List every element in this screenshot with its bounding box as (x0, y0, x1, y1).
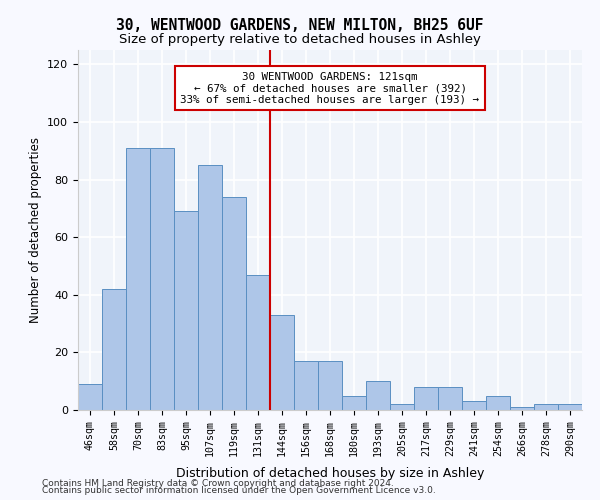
Bar (174, 212, 198, 410)
Bar (78, 384, 102, 410)
Bar (102, 289, 126, 410)
X-axis label: Distribution of detached houses by size in Ashley: Distribution of detached houses by size … (176, 467, 484, 480)
Bar (438, 387, 462, 410)
Bar (558, 404, 582, 410)
Text: Contains public sector information licensed under the Open Government Licence v3: Contains public sector information licen… (42, 486, 436, 495)
Bar (462, 402, 486, 410)
Bar (246, 274, 270, 410)
Bar (510, 407, 534, 410)
Bar (390, 404, 414, 410)
Bar (222, 197, 246, 410)
Bar (270, 315, 294, 410)
Text: 30, WENTWOOD GARDENS, NEW MILTON, BH25 6UF: 30, WENTWOOD GARDENS, NEW MILTON, BH25 6… (116, 18, 484, 32)
Bar (534, 404, 558, 410)
Text: 30 WENTWOOD GARDENS: 121sqm
← 67% of detached houses are smaller (392)
33% of se: 30 WENTWOOD GARDENS: 121sqm ← 67% of det… (181, 72, 479, 105)
Text: Size of property relative to detached houses in Ashley: Size of property relative to detached ho… (119, 32, 481, 46)
Bar (342, 396, 366, 410)
Bar (366, 381, 390, 410)
Bar (126, 148, 150, 410)
Bar (150, 148, 174, 410)
Bar (318, 361, 342, 410)
Bar (414, 387, 438, 410)
Bar (294, 361, 318, 410)
Y-axis label: Number of detached properties: Number of detached properties (29, 137, 41, 323)
Bar (198, 165, 222, 410)
Text: Contains HM Land Registry data © Crown copyright and database right 2024.: Contains HM Land Registry data © Crown c… (42, 478, 394, 488)
Bar (486, 396, 510, 410)
